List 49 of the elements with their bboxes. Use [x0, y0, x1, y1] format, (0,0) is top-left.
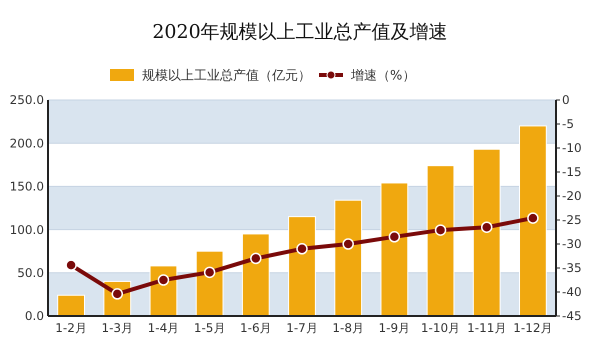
x-tick-label: 1-2月 — [55, 321, 87, 335]
bar — [426, 165, 454, 316]
legend-label: 规模以上工业总产值（亿元） — [142, 68, 311, 84]
y2-tick-label: -45 — [562, 309, 582, 324]
chart-title: 2020年规模以上工业总产值及增速 — [152, 21, 448, 43]
point — [296, 243, 308, 255]
y2-tick-label: -30 — [562, 237, 582, 252]
bar — [288, 216, 316, 316]
x-tick-label: 1-6月 — [240, 321, 272, 335]
y-tick-label: 0.0 — [24, 309, 44, 324]
bar — [380, 182, 408, 316]
point — [480, 221, 492, 233]
x-tick-label: 1-9月 — [378, 321, 410, 335]
y2-tick-label: -20 — [562, 189, 582, 204]
point — [388, 231, 400, 243]
point — [204, 266, 216, 278]
bar — [519, 125, 547, 316]
point — [527, 212, 539, 224]
y-tick-label: 150.0 — [10, 180, 44, 194]
y-tick-label: 250.0 — [10, 93, 44, 108]
y-tick-label: 50.0 — [17, 266, 44, 280]
x-tick-label: 1-12月 — [513, 321, 553, 335]
bar — [472, 148, 501, 316]
legend-label: 增速（%） — [350, 68, 416, 84]
y2-tick-label: -35 — [562, 261, 582, 276]
point — [65, 259, 77, 271]
y2-tick-label: -15 — [562, 165, 582, 180]
bar — [57, 294, 85, 316]
point — [342, 238, 354, 250]
bar — [196, 250, 224, 316]
x-tick-label: 1-10月 — [420, 321, 460, 335]
y-tick-label: 100.0 — [10, 222, 44, 237]
x-tick-label: 1-5月 — [194, 321, 226, 335]
x-tick-label: 1-7月 — [286, 321, 318, 335]
bar — [242, 233, 270, 316]
x-tick-label: 1-8月 — [332, 321, 364, 335]
bar — [334, 200, 362, 316]
y2-tick-label: -25 — [562, 213, 582, 228]
point — [250, 252, 262, 264]
point — [158, 274, 170, 286]
x-tick-label: 1-11月 — [467, 321, 506, 335]
y2-tick-label: -10 — [562, 141, 582, 156]
y-tick-label: 200.0 — [10, 136, 44, 150]
y2-tick-label: -5 — [562, 117, 574, 132]
y2-tick-label: -40 — [562, 285, 582, 300]
x-tick-label: 1-3月 — [101, 321, 134, 335]
point — [434, 224, 446, 236]
x-tick-label: 1-4月 — [148, 321, 180, 335]
y2-tick-label: 0 — [562, 93, 570, 108]
